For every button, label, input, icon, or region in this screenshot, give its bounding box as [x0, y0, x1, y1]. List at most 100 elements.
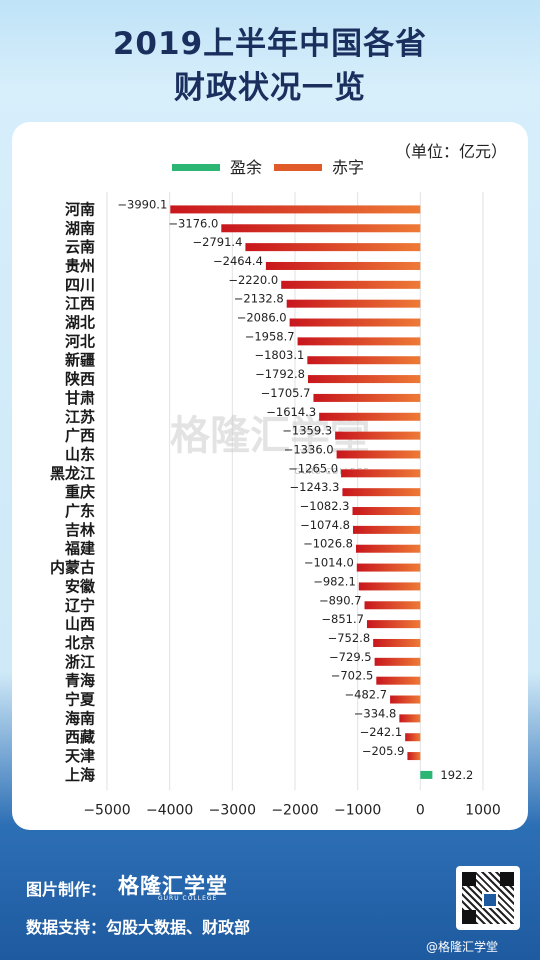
bar-deficit [265, 261, 421, 270]
category-label: 辽宁 [65, 596, 95, 614]
page-title-line1: 2019上半年中国各省 [112, 26, 428, 62]
bar-deficit [313, 393, 421, 402]
category-label: 山西 [65, 615, 95, 633]
category-label: 福建 [64, 540, 96, 558]
category-label: 河北 [65, 332, 95, 350]
brand-logo-text: 格隆汇学堂 [118, 874, 228, 898]
bar-deficit [405, 733, 421, 742]
category-label: 海南 [65, 709, 95, 727]
category-label: 浙江 [65, 653, 95, 671]
bar-deficit [335, 431, 421, 440]
bar-chart: −5000 −4000 −3000 −2000 −1000 0 1000格隆汇学堂GURU … [50, 142, 507, 818]
brand-logo-sub: GURU COLLEGE [158, 895, 218, 902]
category-label: 江西 [65, 295, 95, 313]
value-label: −1243.3 [290, 480, 340, 494]
value-label: −2220.0 [228, 273, 278, 287]
x-tick-label: −2000 [271, 802, 318, 818]
bar-deficit [352, 525, 421, 534]
category-label: 天津 [65, 747, 95, 765]
bar-deficit [341, 469, 421, 478]
value-label: −1265.0 [288, 461, 338, 475]
value-label: −334.8 [354, 706, 397, 720]
value-label: −851.7 [321, 612, 364, 626]
qr-center-mark [482, 892, 498, 908]
category-label: 甘肃 [65, 389, 95, 407]
category-label: 陕西 [65, 370, 95, 388]
value-label: −482.7 [345, 688, 388, 702]
x-tick-label: −1000 [334, 802, 381, 818]
bar-deficit [336, 450, 421, 459]
value-label: −890.7 [319, 593, 362, 607]
legend-label-deficit: 赤字 [332, 158, 364, 177]
bar-deficit [352, 507, 421, 516]
category-label: 湖北 [65, 314, 95, 332]
value-label: −1336.0 [284, 442, 334, 456]
value-label: −1014.0 [304, 556, 354, 570]
value-label: −2791.4 [193, 235, 243, 249]
category-label: 四川 [65, 276, 95, 294]
value-label: −2132.8 [234, 292, 284, 306]
value-label: 192.2 [440, 768, 473, 782]
value-label: −1792.8 [255, 367, 305, 381]
value-label: −242.1 [360, 725, 403, 739]
x-tick-label: −3000 [209, 802, 256, 818]
bar-deficit [407, 752, 421, 761]
category-label: 青海 [65, 672, 95, 690]
category-label: 宁夏 [65, 691, 96, 709]
category-label: 云南 [65, 238, 95, 256]
x-tick-label: 0 [416, 802, 425, 818]
bar-deficit [170, 205, 421, 214]
category-label: 山东 [65, 445, 95, 463]
category-label: 北京 [65, 634, 95, 652]
category-label: 新疆 [65, 351, 95, 369]
bar-deficit [289, 318, 421, 327]
data-source: 数据支持：勾股大数据、财政部 [26, 918, 251, 937]
category-label: 贵州 [65, 257, 95, 275]
category-label: 吉林 [65, 521, 96, 539]
value-label: −1705.7 [261, 386, 311, 400]
bar-deficit [358, 582, 421, 591]
x-tick-label: −5000 [83, 802, 130, 818]
page-title-line2: 财政状况一览 [174, 70, 366, 106]
value-label: −1082.3 [300, 499, 350, 513]
category-label: 湖南 [65, 219, 95, 237]
bar-deficit [356, 563, 421, 572]
credit-label: 图片制作： [26, 880, 107, 899]
bar-deficit [221, 224, 421, 233]
category-label: 广西 [65, 427, 95, 445]
category-label: 西藏 [65, 728, 95, 746]
value-label: −3990.1 [117, 197, 167, 211]
value-label: −205.9 [362, 744, 405, 758]
legend-label-surplus: 盈余 [230, 158, 262, 177]
category-label: 广东 [65, 502, 95, 520]
category-label: 上海 [65, 766, 95, 784]
value-label: −1026.8 [303, 537, 353, 551]
category-label: 重庆 [65, 483, 95, 501]
value-label: −1958.7 [245, 329, 295, 343]
bar-deficit [286, 299, 421, 308]
value-label: −1803.1 [254, 348, 304, 362]
chart-card: −5000 −4000 −3000 −2000 −1000 0 1000 格隆汇学堂 GURU … [12, 122, 528, 830]
bar-deficit [364, 601, 421, 610]
bar-deficit [319, 412, 421, 421]
category-label: 安徽 [65, 577, 96, 595]
value-label: −2464.4 [213, 254, 263, 268]
value-label: −1359.3 [282, 424, 332, 438]
bar-deficit [342, 488, 421, 497]
category-label: 河南 [65, 200, 95, 218]
value-label: −2086.0 [237, 311, 287, 325]
unit-label: （单位：亿元） [395, 142, 507, 161]
bar-deficit [376, 676, 421, 685]
qr-code-icon [456, 866, 520, 930]
weibo-handle: @格隆汇学堂 [426, 940, 499, 954]
value-label: −729.5 [329, 650, 372, 664]
bar-deficit [307, 356, 421, 365]
category-label: 江苏 [65, 408, 95, 426]
value-label: −1074.8 [300, 518, 350, 532]
value-label: −702.5 [331, 669, 374, 683]
bar-deficit [366, 620, 421, 629]
bar-deficit [399, 714, 421, 723]
value-label: −3176.0 [168, 216, 218, 230]
x-tick-label: 1000 [465, 802, 501, 818]
bar-deficit [245, 243, 421, 252]
